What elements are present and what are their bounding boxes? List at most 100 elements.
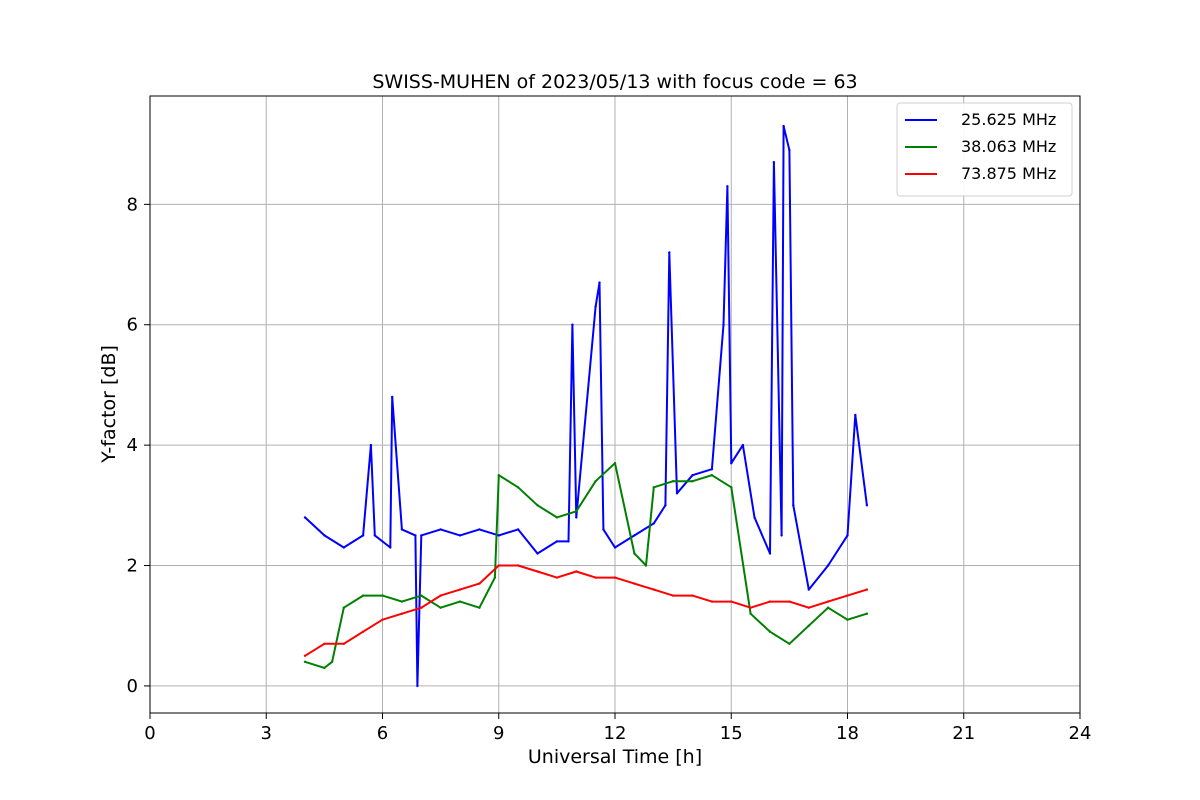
data-point xyxy=(730,462,733,465)
data-point xyxy=(373,534,376,537)
data-point xyxy=(768,552,772,555)
data-point xyxy=(516,564,520,567)
y-axis: 0 2 4 6 8 xyxy=(127,194,150,697)
data-point xyxy=(323,642,326,645)
data-point xyxy=(854,413,857,417)
data-point xyxy=(644,564,648,567)
data-point xyxy=(439,606,442,609)
data-point xyxy=(555,576,559,579)
data-point xyxy=(633,582,636,585)
data-point xyxy=(594,576,597,579)
data-point xyxy=(652,522,655,525)
data-point xyxy=(497,564,500,567)
data-point xyxy=(782,124,785,128)
y-tick-label: 0 xyxy=(127,676,138,697)
x-axis-label: Universal Time [h] xyxy=(528,746,702,768)
data-point xyxy=(381,618,384,621)
data-point xyxy=(516,486,520,489)
data-point xyxy=(369,443,373,447)
data-point xyxy=(652,486,655,489)
data-point xyxy=(400,528,404,531)
data-point xyxy=(323,534,326,537)
data-point xyxy=(342,606,345,609)
legend-entry: 25.625 MHz xyxy=(961,110,1056,129)
data-point xyxy=(400,600,404,603)
y-tick-label: 8 xyxy=(127,194,138,215)
data-point xyxy=(613,462,617,465)
data-point xyxy=(749,606,752,609)
data-point xyxy=(807,624,810,627)
y-tick-label: 6 xyxy=(127,315,138,336)
chart-title: SWISS-MUHEN of 2023/05/13 with focus cod… xyxy=(372,71,857,93)
data-point xyxy=(807,606,810,609)
y-axis-label: Y-factor [dB] xyxy=(98,345,120,464)
data-point xyxy=(381,594,384,597)
y-tick-label: 4 xyxy=(127,435,138,456)
data-point xyxy=(567,540,570,543)
data-point xyxy=(575,516,578,519)
data-point xyxy=(420,594,423,597)
legend-entry: 38.063 MHz xyxy=(961,137,1056,156)
x-tick-label: 6 xyxy=(377,723,388,744)
data-point xyxy=(458,600,462,603)
data-point xyxy=(575,510,578,513)
data-point xyxy=(633,552,636,555)
data-point xyxy=(826,564,830,567)
data-point xyxy=(788,642,791,645)
data-point xyxy=(536,570,539,573)
data-point xyxy=(865,612,869,615)
data-point xyxy=(361,594,365,597)
x-axis: 0 3 6 9 12 15 18 21 24 xyxy=(144,713,1091,744)
data-point xyxy=(571,323,574,326)
data-point xyxy=(575,570,578,573)
data-point xyxy=(493,576,497,579)
data-point xyxy=(768,600,772,603)
data-point xyxy=(691,474,694,477)
data-point xyxy=(414,534,417,537)
data-point xyxy=(768,630,772,633)
data-point xyxy=(416,684,419,688)
data-point xyxy=(439,594,442,597)
data-point xyxy=(458,534,462,537)
data-point xyxy=(598,281,601,284)
data-point xyxy=(478,528,481,531)
legend-box xyxy=(896,102,1073,197)
data-point xyxy=(826,606,830,609)
data-point xyxy=(420,606,423,609)
x-tick-label: 3 xyxy=(261,723,272,744)
data-point xyxy=(303,654,307,657)
data-point xyxy=(497,474,500,477)
data-point xyxy=(516,528,520,531)
data-point xyxy=(458,588,462,591)
data-point xyxy=(826,600,830,603)
data-point xyxy=(675,492,679,495)
data-point xyxy=(780,534,783,537)
data-point xyxy=(361,534,365,537)
data-point xyxy=(536,504,539,507)
series-line-2 xyxy=(304,564,868,657)
data-point xyxy=(671,594,675,597)
data-point xyxy=(664,504,667,507)
data-point xyxy=(710,600,714,603)
data-point xyxy=(846,534,849,537)
data-point xyxy=(613,546,617,549)
data-point xyxy=(330,660,334,663)
data-point xyxy=(594,305,597,308)
data-point xyxy=(865,504,869,507)
data-point xyxy=(633,534,636,537)
x-tick-label: 18 xyxy=(836,723,859,744)
data-point xyxy=(420,534,423,537)
data-point xyxy=(652,588,655,591)
x-tick-label: 9 xyxy=(493,723,504,744)
data-point xyxy=(772,161,776,164)
data-point xyxy=(555,540,559,543)
data-point xyxy=(730,486,733,489)
x-tick-label: 0 xyxy=(144,723,155,744)
data-point xyxy=(594,480,597,483)
data-point xyxy=(342,546,345,549)
x-tick-label: 15 xyxy=(720,723,743,744)
data-point xyxy=(749,612,752,615)
data-point xyxy=(400,612,404,615)
data-point xyxy=(730,600,733,603)
